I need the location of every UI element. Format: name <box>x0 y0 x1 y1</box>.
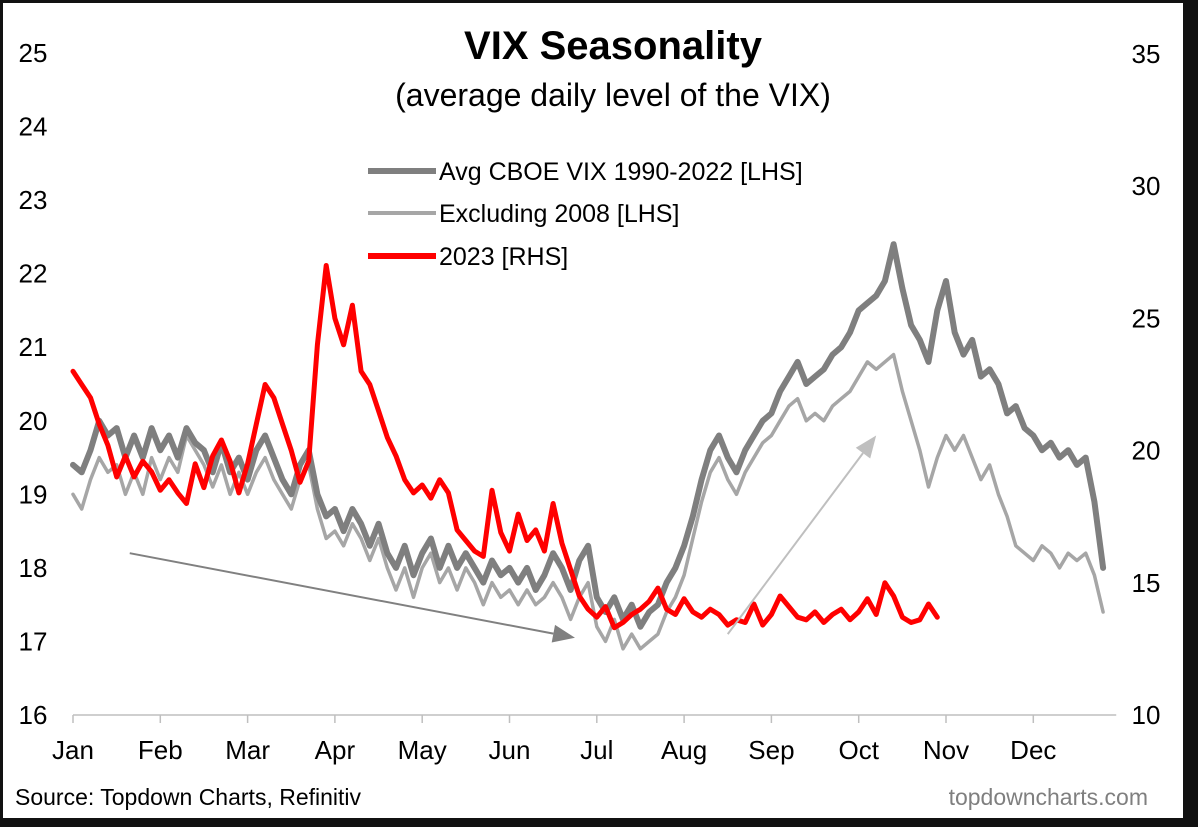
brand-watermark: topdowncharts.com <box>949 784 1148 810</box>
annotation-layer <box>129 435 877 643</box>
legend-label-2023: 2023 [RHS] <box>439 243 568 271</box>
x-tick-label: Jun <box>489 735 531 765</box>
down-trend-arrow-head <box>551 624 575 643</box>
right-tick-label: 15 <box>1132 568 1161 598</box>
legend-label-avg: Avg CBOE VIX 1990-2022 [LHS] <box>439 158 803 186</box>
x-tick-label: Aug <box>661 735 707 765</box>
x-tick-label: Sep <box>748 735 794 765</box>
right-tick-label: 20 <box>1132 436 1161 466</box>
x-tick-label: May <box>398 735 447 765</box>
x-tick-label: Mar <box>225 735 270 765</box>
left-tick-label: 16 <box>19 700 48 730</box>
x-tick-label: Jan <box>52 735 94 765</box>
left-tick-label: 21 <box>19 332 48 362</box>
x-tick-label: Nov <box>923 735 969 765</box>
series-line-1 <box>71 352 1105 651</box>
chart-title: VIX Seasonality <box>464 24 763 68</box>
left-tick-label: 22 <box>19 259 48 289</box>
left-tick-label: 20 <box>19 406 48 436</box>
right-tick-label: 25 <box>1132 303 1161 333</box>
right-tick-label: 35 <box>1132 39 1161 69</box>
left-axis-ticks: 16 17 18 19 20 21 22 23 24 25 <box>19 38 48 730</box>
x-tick-label: Jul <box>580 735 613 765</box>
legend: Avg CBOE VIX 1990-2022 [LHS] Excluding 2… <box>368 158 803 271</box>
left-tick-label: 25 <box>19 38 48 68</box>
down-trend-arrow-shaft <box>129 552 554 635</box>
source-note: Source: Topdown Charts, Refinitiv <box>15 784 362 810</box>
up-trend-arrow-shaft <box>726 452 864 635</box>
up-trend-arrow-head <box>855 435 877 459</box>
left-tick-label: 23 <box>19 185 48 215</box>
left-tick-label: 24 <box>19 112 48 142</box>
vix-seasonality-chart: VIX Seasonality (average daily level of … <box>15 24 1161 810</box>
right-axis-ticks: 10 15 20 25 30 35 <box>1132 39 1161 730</box>
chart-area: VIX Seasonality (average daily level of … <box>3 3 1183 818</box>
chart-subtitle: (average daily level of the VIX) <box>395 77 831 113</box>
x-tick-label: Dec <box>1010 735 1056 765</box>
left-tick-label: 19 <box>19 479 48 509</box>
legend-label-excl2008: Excluding 2008 [LHS] <box>439 200 679 228</box>
left-tick-label: 18 <box>19 553 48 583</box>
x-axis: Jan Feb Mar Apr May Jun Jul Aug Sep Oct Nov Dec <box>52 714 1117 765</box>
x-tick-label: Feb <box>138 735 183 765</box>
series-line-2 <box>70 263 940 631</box>
right-tick-label: 30 <box>1132 171 1161 201</box>
x-tick-label: Oct <box>838 735 879 765</box>
right-tick-label: 10 <box>1132 700 1161 730</box>
x-tick-label: Apr <box>315 735 356 765</box>
left-tick-label: 17 <box>19 626 48 656</box>
series-line-0 <box>70 241 1107 630</box>
series-layer <box>70 241 1107 651</box>
